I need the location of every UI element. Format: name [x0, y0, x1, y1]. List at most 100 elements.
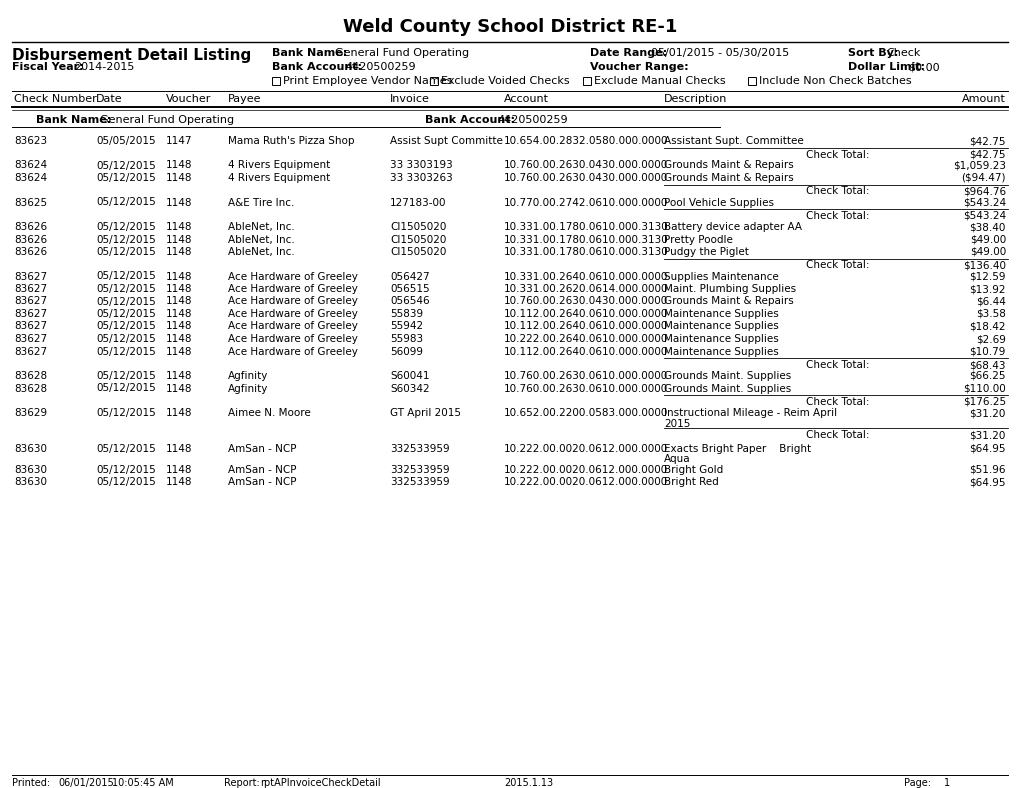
Text: 05/12/2015: 05/12/2015 — [96, 465, 156, 475]
Text: 05/12/2015: 05/12/2015 — [96, 334, 156, 344]
Text: Weld County School District RE-1: Weld County School District RE-1 — [342, 18, 677, 36]
Text: 10.331.00.1780.0610.000.3130: 10.331.00.1780.0610.000.3130 — [503, 247, 668, 257]
Text: Instructional Mileage - Reim April: Instructional Mileage - Reim April — [663, 408, 837, 418]
Text: 4 Rivers Equipment: 4 Rivers Equipment — [228, 161, 330, 170]
Text: 83623: 83623 — [14, 136, 47, 146]
Text: $110.00: $110.00 — [962, 384, 1005, 393]
Text: Grounds Maint & Repairs: Grounds Maint & Repairs — [663, 161, 793, 170]
Text: AmSan - NCP: AmSan - NCP — [228, 444, 297, 454]
Text: Check Total:: Check Total: — [806, 187, 869, 196]
Bar — [747, 77, 755, 85]
Text: 1147: 1147 — [166, 136, 193, 146]
Text: Ace Hardware of Greeley: Ace Hardware of Greeley — [228, 272, 358, 281]
Text: Maintenance Supplies: Maintenance Supplies — [663, 322, 777, 332]
Text: 83626: 83626 — [14, 222, 47, 232]
Text: 05/12/2015: 05/12/2015 — [96, 173, 156, 183]
Text: $12.59: $12.59 — [968, 272, 1005, 281]
Text: General Fund Operating: General Fund Operating — [334, 48, 469, 58]
Text: 10.331.00.1780.0610.000.3130: 10.331.00.1780.0610.000.3130 — [503, 222, 668, 232]
Text: $18.42: $18.42 — [968, 322, 1005, 332]
Text: 05/12/2015: 05/12/2015 — [96, 222, 156, 232]
Text: 10.654.00.2832.0580.000.0000: 10.654.00.2832.0580.000.0000 — [503, 136, 667, 146]
Text: Bank Account:: Bank Account: — [272, 62, 362, 72]
Text: 10.222.00.0020.0612.000.0000: 10.222.00.0020.0612.000.0000 — [503, 444, 667, 454]
Text: 33 3303193: 33 3303193 — [389, 161, 452, 170]
Text: Agfinity: Agfinity — [228, 384, 268, 393]
Text: 2015: 2015 — [663, 418, 690, 429]
Text: Ace Hardware of Greeley: Ace Hardware of Greeley — [228, 347, 358, 356]
Text: $543.24: $543.24 — [962, 211, 1005, 221]
Text: Check Total:: Check Total: — [806, 430, 869, 440]
Text: Bank Name:: Bank Name: — [272, 48, 346, 58]
Text: Disbursement Detail Listing: Disbursement Detail Listing — [12, 48, 251, 63]
Text: 1148: 1148 — [166, 222, 193, 232]
Text: Aimee N. Moore: Aimee N. Moore — [228, 408, 311, 418]
Text: 1148: 1148 — [166, 334, 193, 344]
Text: ($94.47): ($94.47) — [961, 173, 1005, 183]
Text: 83630: 83630 — [14, 444, 47, 454]
Text: 1148: 1148 — [166, 235, 193, 244]
Text: 55942: 55942 — [389, 322, 423, 332]
Text: 1148: 1148 — [166, 408, 193, 418]
Text: $0.00: $0.00 — [907, 62, 938, 72]
Text: AmSan - NCP: AmSan - NCP — [228, 478, 297, 488]
Text: Ace Hardware of Greeley: Ace Hardware of Greeley — [228, 309, 358, 319]
Text: Bank Account:: Bank Account: — [425, 115, 515, 125]
Text: 1148: 1148 — [166, 296, 193, 307]
Text: 1148: 1148 — [166, 444, 193, 454]
Text: rptAPInvoiceCheckDetail: rptAPInvoiceCheckDetail — [260, 778, 380, 788]
Text: S60342: S60342 — [389, 384, 429, 393]
Text: 1148: 1148 — [166, 161, 193, 170]
Text: 83627: 83627 — [14, 284, 47, 294]
Text: 10:05:45 AM: 10:05:45 AM — [112, 778, 173, 788]
Text: Grounds Maint. Supplies: Grounds Maint. Supplies — [663, 371, 791, 381]
Text: Maintenance Supplies: Maintenance Supplies — [663, 309, 777, 319]
Text: Pudgy the Piglet: Pudgy the Piglet — [663, 247, 748, 257]
Text: Check Total:: Check Total: — [806, 150, 869, 159]
Text: 83626: 83626 — [14, 247, 47, 257]
Text: Pool Vehicle Supplies: Pool Vehicle Supplies — [663, 198, 773, 207]
Text: Report:: Report: — [224, 778, 260, 788]
Text: Bright Gold: Bright Gold — [663, 465, 722, 475]
Text: Grounds Maint & Repairs: Grounds Maint & Repairs — [663, 296, 793, 307]
Bar — [272, 77, 280, 85]
Text: 05/12/2015: 05/12/2015 — [96, 384, 156, 393]
Text: 83627: 83627 — [14, 347, 47, 356]
Text: Maintenance Supplies: Maintenance Supplies — [663, 334, 777, 344]
Text: 1148: 1148 — [166, 309, 193, 319]
Text: 83628: 83628 — [14, 384, 47, 393]
Text: 83630: 83630 — [14, 465, 47, 475]
Bar — [583, 77, 590, 85]
Text: 1148: 1148 — [166, 173, 193, 183]
Text: 83625: 83625 — [14, 198, 47, 207]
Text: Sort By:: Sort By: — [847, 48, 898, 58]
Text: 10.760.00.2630.0610.000.0000: 10.760.00.2630.0610.000.0000 — [503, 371, 667, 381]
Text: Dollar Limit:: Dollar Limit: — [847, 62, 924, 72]
Text: AbleNet, Inc.: AbleNet, Inc. — [228, 222, 294, 232]
Text: 4420500259: 4420500259 — [496, 115, 567, 125]
Text: 83627: 83627 — [14, 296, 47, 307]
Text: 056515: 056515 — [389, 284, 429, 294]
Text: Assist Supt Committe: Assist Supt Committe — [389, 136, 502, 146]
Text: $68.43: $68.43 — [968, 360, 1005, 370]
Text: 05/12/2015: 05/12/2015 — [96, 247, 156, 257]
Text: Date: Date — [96, 94, 122, 104]
Text: 05/12/2015: 05/12/2015 — [96, 272, 156, 281]
Text: Check: Check — [886, 48, 919, 58]
Text: Amount: Amount — [961, 94, 1005, 104]
Text: 83630: 83630 — [14, 478, 47, 488]
Text: 10.331.00.1780.0610.000.3130: 10.331.00.1780.0610.000.3130 — [503, 235, 668, 244]
Text: 10.222.00.2640.0610.000.0000: 10.222.00.2640.0610.000.0000 — [503, 334, 667, 344]
Text: 06/01/2015: 06/01/2015 — [58, 778, 114, 788]
Text: Agfinity: Agfinity — [228, 371, 268, 381]
Text: 056546: 056546 — [389, 296, 429, 307]
Text: 1: 1 — [943, 778, 949, 788]
Text: 10.652.00.2200.0583.000.0000: 10.652.00.2200.0583.000.0000 — [503, 408, 667, 418]
Text: Maint. Plumbing Supplies: Maint. Plumbing Supplies — [663, 284, 796, 294]
Text: 83624: 83624 — [14, 161, 47, 170]
Text: $42.75: $42.75 — [968, 150, 1005, 159]
Text: $42.75: $42.75 — [968, 136, 1005, 146]
Text: Date Range:: Date Range: — [589, 48, 666, 58]
Text: 10.112.00.2640.0610.000.0000: 10.112.00.2640.0610.000.0000 — [503, 322, 667, 332]
Text: 10.112.00.2640.0610.000.0000: 10.112.00.2640.0610.000.0000 — [503, 309, 667, 319]
